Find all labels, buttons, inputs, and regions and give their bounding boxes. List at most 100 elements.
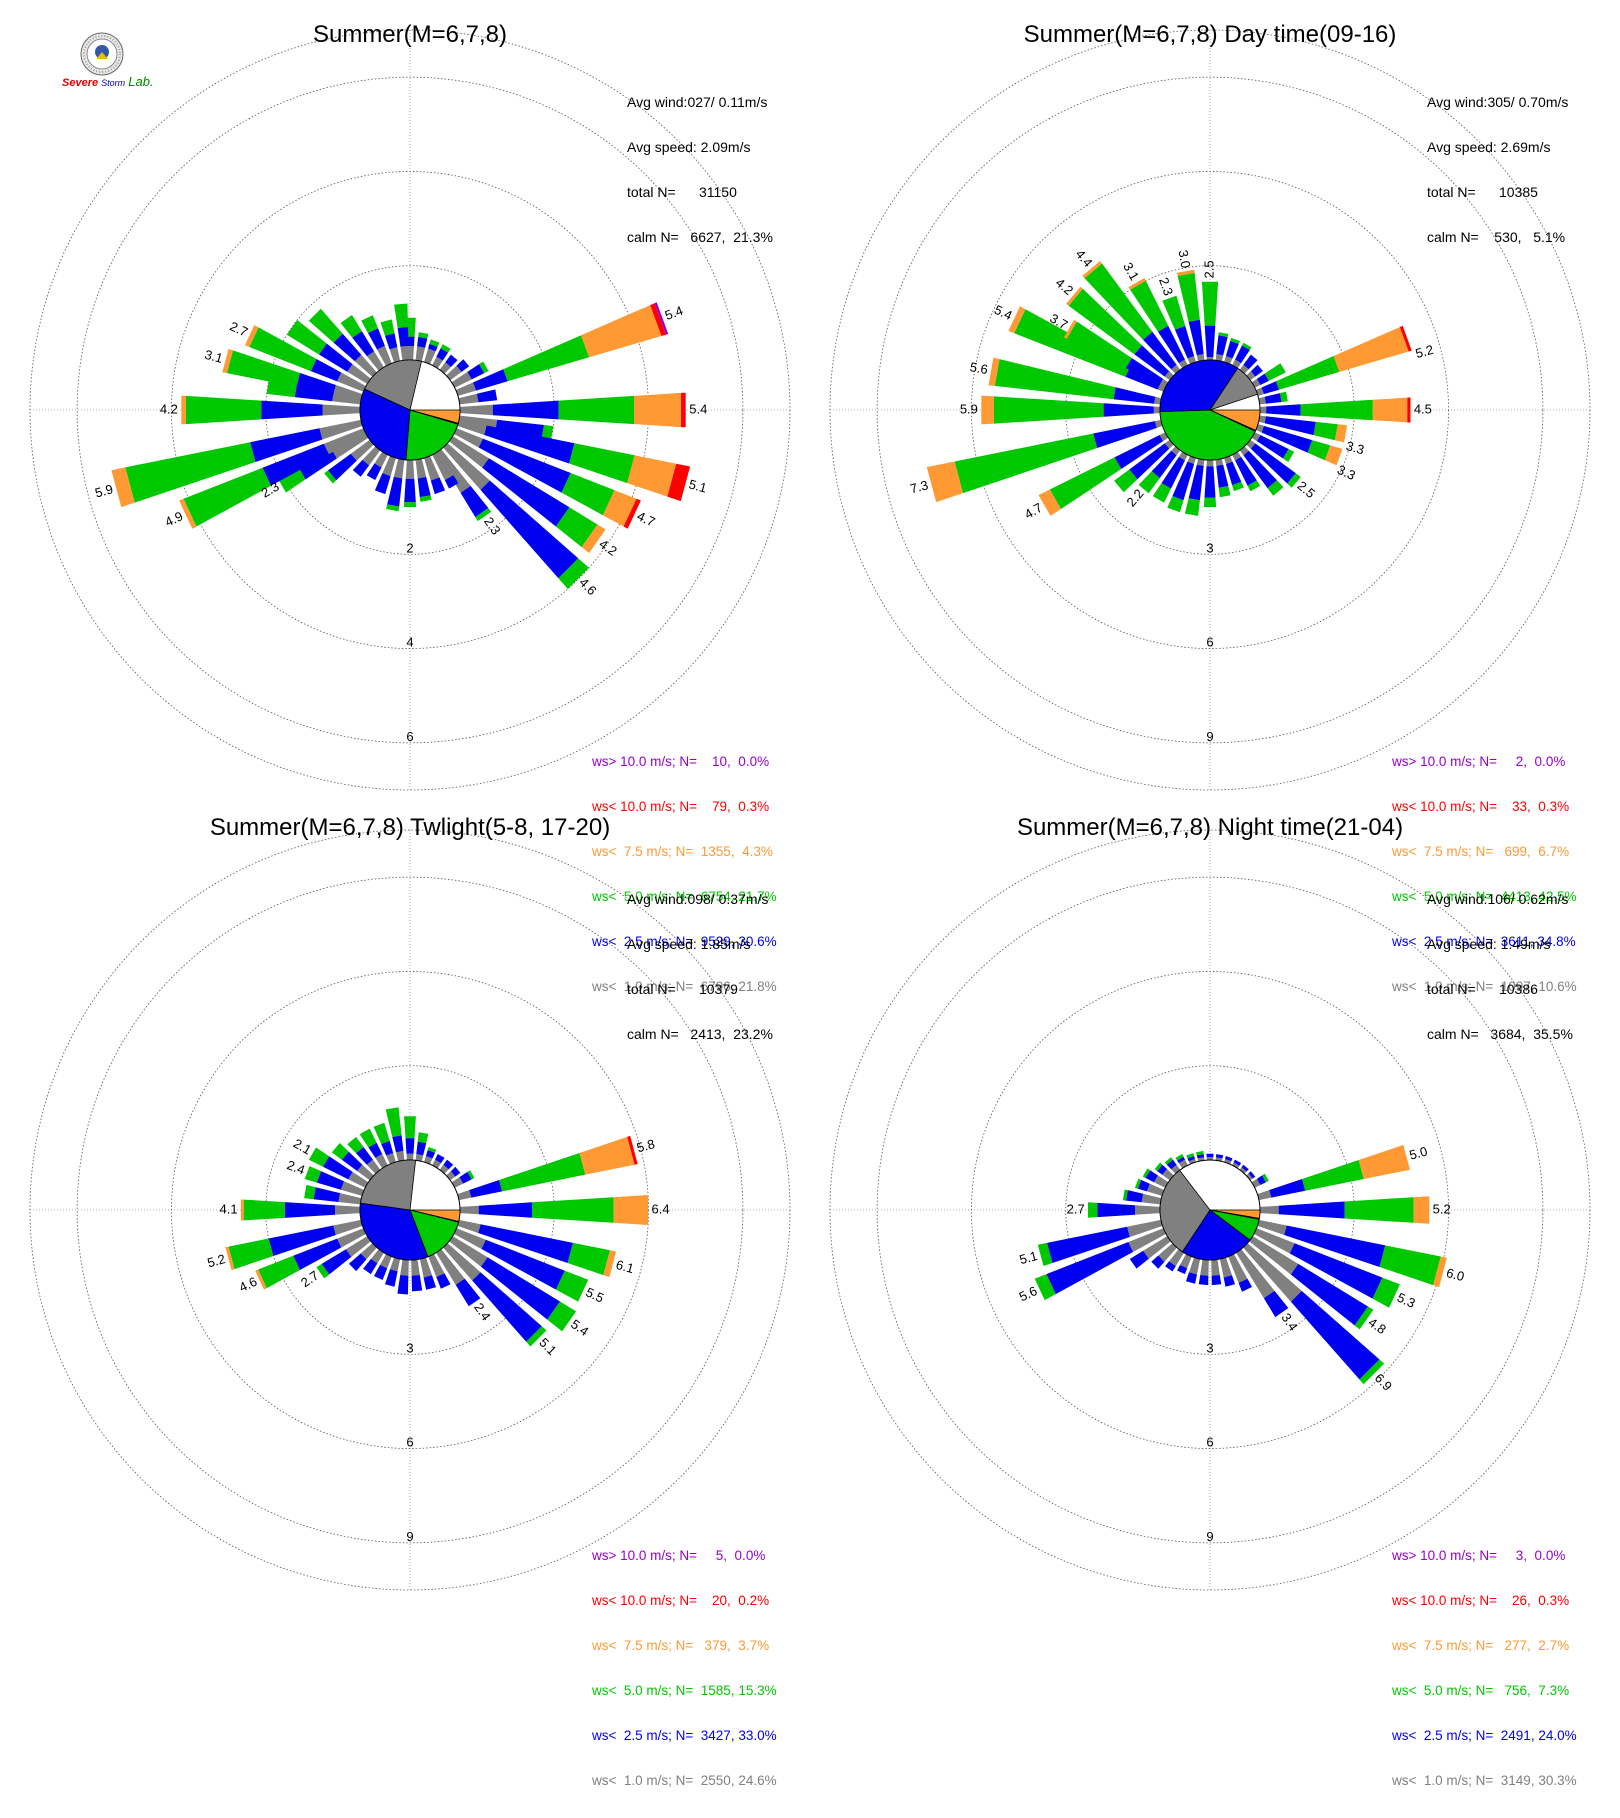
wind-bar-segment (1399, 325, 1412, 352)
wind-bar-segment (1253, 1228, 1295, 1254)
wind-bar-segment (1174, 325, 1195, 359)
stat-avg-wind: Avg wind:106/ 0.62m/s (1427, 891, 1569, 907)
wind-bar-segment (455, 382, 477, 396)
wind-bar-segment (424, 455, 440, 481)
wind-bar-segment (1186, 1272, 1197, 1284)
calm-pie-slice (409, 1209, 459, 1258)
wind-bar-segment (436, 1273, 451, 1289)
wind-bar-segment (1147, 1183, 1165, 1196)
wind-bar-segment (1141, 1193, 1162, 1205)
wind-bar-segment (228, 1238, 274, 1270)
wind-bar-segment (1103, 403, 1154, 417)
wind-bar-segment (1066, 321, 1132, 369)
wind-bar-segment (371, 1249, 384, 1264)
wind-bar-segment (1232, 1162, 1240, 1169)
wind-bar-segment (503, 335, 590, 382)
wind-bar-segment (1200, 1259, 1209, 1276)
wind-bar-segment (340, 1181, 365, 1196)
wind-bar-segment (1114, 469, 1138, 493)
wind-bar-segment (1215, 458, 1224, 466)
wind-bar-segment (478, 1224, 573, 1263)
stat-avg-wind: Avg wind:027/ 0.11m/s (627, 94, 768, 110)
wind-bar-segment (308, 1147, 330, 1167)
wind-bar-segment (1206, 459, 1214, 467)
stats-block: Avg wind:106/ 0.62m/s Avg speed: 1.49m/s… (1427, 862, 1573, 1072)
wind-bar-segment (363, 1258, 378, 1275)
lab-logo: Severe Storm Lab. (62, 32, 158, 94)
wind-bar-segment (415, 458, 427, 479)
wind-bar-segment (526, 1326, 547, 1347)
wind-bar-segment (429, 339, 440, 347)
wind-bar-segment (258, 1255, 300, 1289)
wind-bar-segment (319, 343, 353, 372)
bar-value-label: 5.6 (969, 359, 989, 377)
wind-bar-segment (650, 303, 666, 336)
wind-bar-segment (627, 1135, 638, 1165)
wind-bar-segment (1151, 450, 1177, 479)
wind-bar-segment (1257, 1190, 1272, 1201)
calm-pie-slice (1159, 409, 1256, 461)
wind-bar-segment (1333, 327, 1409, 372)
wind-bar-segment (360, 1243, 377, 1260)
wind-bar-segment (1158, 1243, 1177, 1262)
wind-bar-segment (1290, 1263, 1368, 1326)
wind-bar-segment (374, 1264, 388, 1280)
wind-bar-segment (335, 1205, 361, 1215)
stat-total-n: total N= 10386 (1427, 981, 1538, 997)
bar-value-label: 2.1 (291, 1136, 314, 1158)
wind-bar-segment (436, 348, 449, 361)
wind-bar-segment (634, 392, 681, 428)
wind-bar-segment (1280, 391, 1288, 402)
wind-bar-segment (1211, 1275, 1222, 1286)
logo-text-severe: Severe (62, 77, 99, 89)
wind-bar-segment (1238, 1278, 1252, 1292)
wind-bar-segment (1127, 1219, 1163, 1237)
calm-pie-slice (405, 409, 459, 461)
wind-bar-segment (387, 476, 403, 507)
wind-bar-segment (293, 1238, 342, 1270)
wind-bar-segment (478, 1202, 532, 1218)
wind-bar-segment (1354, 1306, 1374, 1330)
wind-bar-segment (385, 333, 398, 350)
bar-value-label: 6.0 (1445, 1265, 1466, 1284)
bar-value-label: 4.1 (220, 1201, 238, 1216)
wind-bar-segment (1138, 471, 1160, 494)
legend-item: ws< 2.5 m/s; N= 2491, 24.0% (1392, 1728, 1577, 1743)
wind-bar-segment (1129, 443, 1170, 480)
wind-bar-segment (1232, 481, 1244, 492)
wind-bar-segment (411, 1259, 420, 1276)
wind-bar-segment (1235, 345, 1250, 364)
wind-bar-segment (1266, 404, 1301, 416)
wind-bar-segment (424, 348, 436, 365)
range-ring (29, 29, 791, 791)
wind-bar-segment (386, 504, 400, 512)
wind-bar-segment (417, 1132, 429, 1144)
wind-bar-segment (1143, 1236, 1171, 1259)
wind-bar-segment (1249, 1236, 1299, 1275)
speed-legend: ws> 10.0 m/s; N= 2, 0.0% ws< 10.0 m/s; N… (1392, 724, 1577, 1024)
wind-rose-panel-twilight: 3 6 9 5.8 6.4 6.1 5.5 5.4 5.1 2.4 2.7 4.6 5.2 4.1 2.4 2… (10, 810, 810, 1788)
wind-bar-segment (348, 1171, 369, 1188)
wind-bar-segment (1224, 356, 1233, 365)
wind-bar-segment (469, 1180, 503, 1198)
wind-rose-chart: 3 6 9 5.0 5.2 6.0 5.3 4.8 6.9 3.4 5.6 5.1 2.7 (829, 829, 1591, 1591)
wind-bar-segment (424, 1156, 433, 1165)
wind-bar-segment (1242, 342, 1252, 350)
legend-item: ws< 7.5 m/s; N= 379, 3.7% (592, 1638, 770, 1653)
wind-bar-segment (1239, 1167, 1247, 1174)
wind-bar-segment (340, 315, 362, 338)
wind-bar-segment (304, 1184, 316, 1200)
legend-item: ws< 2.5 m/s; N= 3427, 33.0% (592, 1728, 777, 1743)
bar-value-label: 2.5 (1295, 478, 1318, 501)
range-ring (171, 971, 649, 1449)
legend-item: ws< 10.0 m/s; N= 33, 0.3% (1392, 799, 1570, 814)
legend-item: ws< 1.0 m/s; N= 1097, 10.6% (1392, 979, 1577, 994)
wind-bar-segment (1177, 272, 1200, 322)
wind-bar-segment (1255, 424, 1264, 433)
wind-bar-segment (322, 404, 361, 416)
wind-bar-segment (1113, 387, 1156, 404)
stat-total-n: total N= 10385 (1427, 184, 1538, 200)
wind-bar-segment (432, 451, 454, 481)
legend-item: ws> 10.0 m/s; N= 2, 0.0% (1392, 754, 1566, 769)
wind-bar-segment (459, 1171, 472, 1184)
